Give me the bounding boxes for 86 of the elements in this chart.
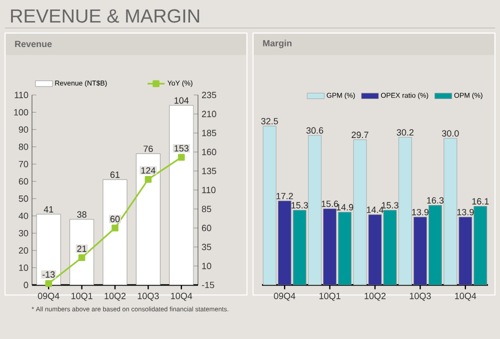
data-label: 124 xyxy=(141,167,156,174)
y-tick-label: 50 xyxy=(18,195,28,202)
chart-title: Revenue xyxy=(15,40,52,48)
y-tick-label: 20 xyxy=(18,247,28,254)
data-label: 153 xyxy=(174,145,189,152)
bar xyxy=(428,205,442,285)
y-tick-label: 30 xyxy=(18,230,28,236)
y2-tick-label: 110 xyxy=(202,186,216,194)
y-tick-label: 60 xyxy=(18,178,28,185)
y-tick-label: 0 xyxy=(24,282,28,288)
data-label: 76 xyxy=(144,146,153,152)
y2-tick-label: 185 xyxy=(202,130,216,136)
y2-tick-label: 35 xyxy=(202,244,212,250)
y-tick-label: 40 xyxy=(18,212,28,220)
x-tick-label: 10Q2 xyxy=(364,292,386,301)
data-label: 104 xyxy=(174,97,189,104)
data-label: -13 xyxy=(42,271,55,278)
y-tick-label: 80 xyxy=(18,144,28,150)
bar xyxy=(102,179,128,285)
y-tick-label: 110 xyxy=(14,92,28,98)
data-label: 15.3 xyxy=(382,202,398,208)
point xyxy=(45,280,52,287)
bar xyxy=(474,206,488,285)
bar xyxy=(368,214,382,285)
bar xyxy=(458,216,472,285)
data-label: 21 xyxy=(77,246,86,252)
data-label: 32.5 xyxy=(261,118,278,124)
text: REVENUE & MARGIN xyxy=(11,9,200,23)
data-label: 14.4 xyxy=(366,206,384,213)
data-label: 16.1 xyxy=(472,198,489,205)
y2-tick-label: 10 xyxy=(202,262,212,270)
x-tick-label: 10Q1 xyxy=(71,292,92,301)
bar xyxy=(136,154,160,285)
bar xyxy=(262,126,276,285)
y-tick-label: 70 xyxy=(18,160,28,168)
y2-tick-label: 60 xyxy=(202,224,212,232)
bar xyxy=(323,208,336,285)
bar xyxy=(278,200,292,285)
data-label: 29.7 xyxy=(352,132,368,138)
bar xyxy=(353,140,367,285)
data-label: 14.9 xyxy=(336,204,354,210)
data-label: 30.6 xyxy=(306,127,324,134)
y-tick-label: 100 xyxy=(14,109,28,116)
point xyxy=(112,224,118,232)
bar xyxy=(70,219,94,285)
x-tick-label: 10Q3 xyxy=(138,292,159,301)
bar xyxy=(444,138,458,285)
data-label: 30.2 xyxy=(396,129,414,136)
y2-tick-label: 85 xyxy=(202,206,212,212)
x-tick-label: 10Q2 xyxy=(104,292,126,301)
data-label: 13.9 xyxy=(457,208,474,216)
x-tick-label: 09Q4 xyxy=(274,292,296,301)
bar xyxy=(308,135,322,285)
point xyxy=(178,154,185,161)
data-label: 61 xyxy=(110,172,120,178)
x-tick-label: 10Q3 xyxy=(410,292,431,301)
bar xyxy=(36,214,61,285)
data-label: 16.3 xyxy=(427,197,444,204)
y-tick-label: 10 xyxy=(19,264,28,271)
bar xyxy=(383,210,397,285)
y2-tick-label: 235 xyxy=(202,92,216,98)
data-label: 17.2 xyxy=(276,192,293,200)
bar xyxy=(414,216,427,285)
x-tick-label: 09Q4 xyxy=(38,292,60,301)
data-label: 30.0 xyxy=(442,130,459,137)
data-label: 38 xyxy=(77,211,86,218)
bar xyxy=(169,105,194,285)
point xyxy=(144,176,152,183)
data-label: 15.6 xyxy=(322,200,338,208)
y2-tick-label: 210 xyxy=(202,110,216,118)
point xyxy=(78,254,86,262)
y2-tick-label: -15 xyxy=(202,282,214,288)
data-label: 15.3 xyxy=(292,202,308,208)
data-label: 13.9 xyxy=(412,208,429,216)
y2-tick-label: 160 xyxy=(202,148,216,156)
data-label: 60 xyxy=(110,216,120,222)
x-tick-label: 10Q4 xyxy=(171,292,192,301)
x-tick-label: 10Q1 xyxy=(319,292,340,301)
data-label: 41 xyxy=(44,206,54,212)
bar xyxy=(292,210,306,285)
x-tick-label: 10Q4 xyxy=(455,292,476,301)
y2-tick-label: 135 xyxy=(202,168,216,174)
chart-title: Margin xyxy=(263,40,292,48)
bar xyxy=(338,212,352,285)
y-tick-label: 90 xyxy=(18,126,28,133)
bar xyxy=(398,137,412,285)
